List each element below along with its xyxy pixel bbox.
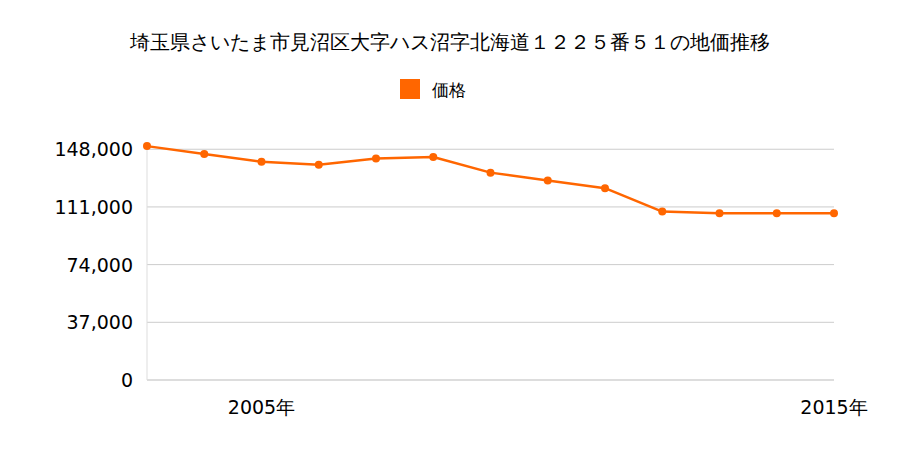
data-point [830,209,838,217]
data-point [200,150,208,158]
grid-line [147,264,834,265]
data-point [315,161,323,169]
grid-line [147,206,834,207]
x-tick-label: 2015年 [800,396,867,418]
data-point [372,155,380,163]
x-tick-label: 2005年 [228,396,295,418]
y-tick-label: 148,000 [54,138,133,160]
grid-line [147,149,834,150]
grid-line [147,380,834,381]
y-tick-label: 37,000 [67,311,133,333]
data-point [544,176,552,184]
data-point [773,209,781,217]
legend-label: 価格 [432,80,466,100]
data-point [601,184,609,192]
data-point [258,158,266,166]
grid-line [147,322,834,323]
data-point [487,169,495,177]
series-line [147,146,834,213]
plot-area [143,142,838,217]
title: 埼玉県さいたま市見沼区大字ハス沼字北海道１２２５番５１の地価推移 [129,30,770,54]
data-point [429,153,437,161]
y-tick-label: 111,000 [54,196,133,218]
y-tick-label: 74,000 [67,254,133,276]
chart: 埼玉県さいたま市見沼区大字ハス沼字北海道１２２５番５１の地価推移価格 0 37,00… [0,0,900,450]
legend: 価格 [400,79,466,100]
data-point [716,209,724,217]
data-point [658,208,666,216]
y-axis: 0 37,000 74,000 111,000 148,000 [54,138,834,391]
legend-swatch [400,79,420,99]
y-tick-label: 0 [121,369,133,391]
x-axis: 2005年 2015年 [228,396,868,418]
data-point [143,142,151,150]
y-axis-line [147,143,148,380]
